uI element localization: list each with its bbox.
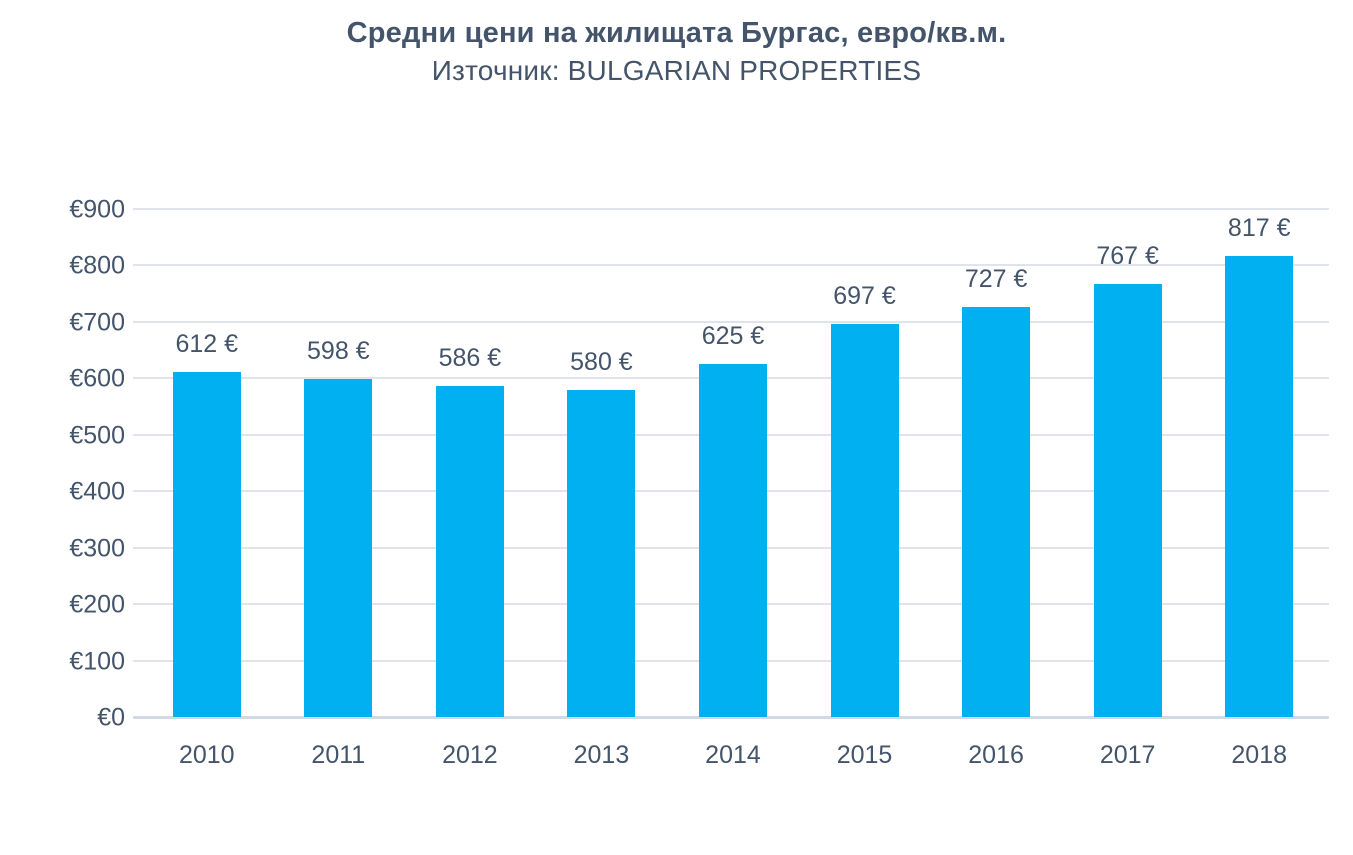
bar-value-label: 612 € xyxy=(175,329,239,358)
gridline xyxy=(133,320,1329,323)
bar-slot: 697 € 2015 xyxy=(799,209,931,769)
bar-slot: 767 € 2017 xyxy=(1062,209,1194,769)
bar xyxy=(435,386,504,717)
x-tick-label: 2013 xyxy=(573,741,630,769)
bar-value-label: 767 € xyxy=(1096,242,1159,271)
y-tick-label: €300 xyxy=(69,534,125,563)
bar-slot: 580 € 2013 xyxy=(536,209,668,769)
bar-value-label: 697 € xyxy=(833,281,896,310)
bar-value-label: 580 € xyxy=(570,347,633,376)
y-tick-label: €200 xyxy=(69,590,125,619)
x-axis-line xyxy=(133,716,1329,719)
bar xyxy=(304,379,373,717)
bar-value-label: 625 € xyxy=(701,322,765,351)
bar-slot: 625 € 2014 xyxy=(667,209,799,769)
y-tick-label: €800 xyxy=(69,251,125,280)
chart-header: Средни цени на жилищата Бургас, евро/кв.… xyxy=(0,14,1353,90)
bar xyxy=(1093,284,1162,717)
gridline xyxy=(133,208,1329,210)
bar-slot: 598 € 2011 xyxy=(273,209,405,769)
bar-value-label: 817 € xyxy=(1227,213,1291,242)
chart-title: Средни цени на жилищата Бургас, евро/кв.… xyxy=(346,17,1007,49)
bar xyxy=(567,389,636,717)
x-tick-label: 2018 xyxy=(1231,741,1288,769)
bar xyxy=(962,306,1031,717)
y-tick-label: €900 xyxy=(69,195,125,224)
x-tick-label: 2012 xyxy=(442,741,498,769)
x-tick-label: 2011 xyxy=(311,741,366,769)
y-tick-label: €0 xyxy=(97,703,125,732)
bar-value-label: 586 € xyxy=(438,344,502,373)
x-tick-label: 2017 xyxy=(1099,741,1156,769)
bar-value-label: 727 € xyxy=(964,264,1028,293)
bar-slot: 586 € 2012 xyxy=(404,209,536,769)
bar xyxy=(698,364,767,717)
bar xyxy=(830,323,899,717)
bar xyxy=(172,371,241,717)
y-tick-label: €700 xyxy=(69,308,125,337)
x-tick-label: 2015 xyxy=(836,741,893,769)
x-tick-label: 2010 xyxy=(178,741,235,769)
y-tick-label: €600 xyxy=(69,364,125,393)
chart-subtitle: Източник: BULGARIAN PROPERTIES xyxy=(431,55,922,87)
bar xyxy=(1225,255,1294,717)
bar-value-label: 598 € xyxy=(307,337,370,366)
bar-slot: 727 € 2016 xyxy=(930,209,1062,769)
y-tick-label: €400 xyxy=(69,477,125,506)
bar-slot: 612 € 2010 xyxy=(141,209,273,769)
gridline xyxy=(133,264,1329,267)
bar-slot: 817 € 2018 xyxy=(1193,209,1325,769)
x-tick-label: 2014 xyxy=(705,741,761,769)
y-tick-label: €500 xyxy=(69,421,125,450)
plot-area: €0 €100 €200 €300 €400 €500 €600 €700 €800 €900 61… xyxy=(69,196,1329,769)
x-tick-label: 2016 xyxy=(968,741,1024,769)
y-tick-label: €100 xyxy=(69,647,125,676)
